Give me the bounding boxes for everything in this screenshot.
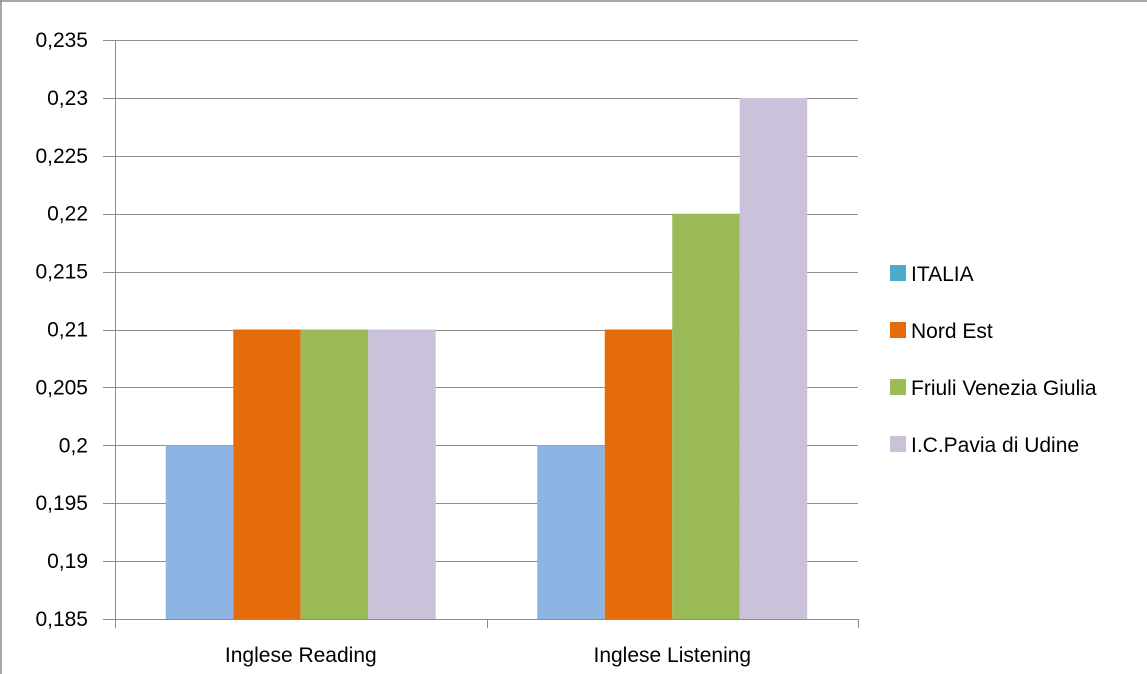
legend-label: Friuli Venezia Giulia: [911, 377, 1097, 400]
legend-entry: Nord Est: [890, 320, 993, 343]
y-tick-label: 0,23: [47, 87, 88, 110]
y-tick-label: 0,2: [59, 434, 88, 457]
legend-swatch: [890, 436, 906, 452]
y-tick-label: 0,205: [35, 376, 88, 399]
bar: [537, 445, 605, 619]
legend-entry: ITALIA: [890, 263, 974, 286]
legend-entry: I.C.Pavia di Udine: [890, 434, 1079, 457]
x-axis-category-labels: Inglese Reading Inglese Listening: [225, 644, 751, 667]
legend-label: ITALIA: [911, 263, 974, 286]
axes: [103, 40, 859, 628]
bar: [368, 329, 436, 619]
bar: [233, 329, 301, 619]
x-category-label: Inglese Reading: [225, 644, 377, 667]
legend-swatch: [890, 379, 906, 395]
y-tick-label: 0,215: [35, 261, 88, 284]
bars: [165, 97, 808, 619]
x-category-label: Inglese Listening: [593, 644, 751, 667]
y-tick-label: 0,22: [47, 203, 88, 226]
legend-entry: Friuli Venezia Giulia: [890, 377, 1097, 400]
legend-swatch: [890, 322, 906, 338]
bar: [672, 213, 740, 619]
y-tick-label: 0,185: [35, 608, 88, 631]
y-tick-label: 0,19: [47, 550, 88, 573]
bar: [604, 329, 673, 619]
bar: [739, 97, 808, 619]
y-tick-label: 0,195: [35, 492, 88, 515]
bar: [165, 445, 234, 619]
y-tick-label: 0,21: [47, 319, 88, 342]
legend-label: I.C.Pavia di Udine: [911, 434, 1079, 457]
legend-label: Nord Est: [911, 320, 993, 343]
legend: ITALIA Nord Est Friuli Venezia Giulia I.C.P…: [890, 263, 1097, 457]
bar: [300, 329, 369, 619]
y-axis-tick-labels: 0,185 0,19 0,195 0,2 0,205 0,21 0,215 0,22 0,225…: [35, 29, 88, 631]
legend-swatch: [890, 265, 906, 281]
y-tick-label: 0,235: [35, 29, 88, 52]
y-tick-label: 0,225: [35, 145, 88, 168]
